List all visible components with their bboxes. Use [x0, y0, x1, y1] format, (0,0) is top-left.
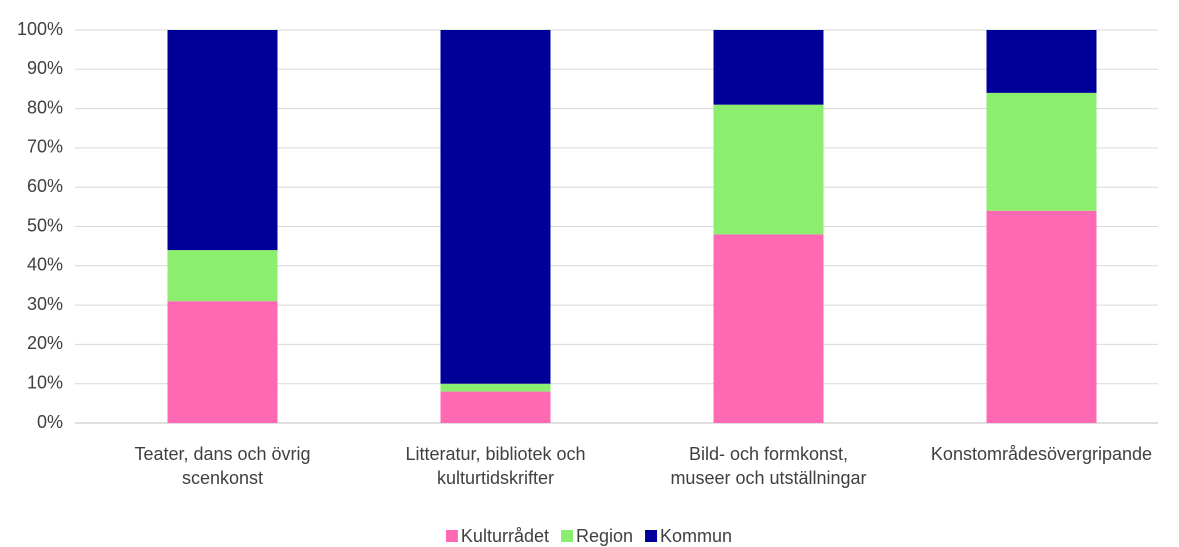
bar-segment: [167, 301, 278, 423]
x-tick-label-line: Teater, dans och övrig: [134, 444, 310, 464]
x-tick-label-line: scenkonst: [182, 468, 263, 488]
x-tick-label: Bild- och formkonst, museer och utställni…: [670, 444, 866, 488]
bar-segment: [440, 383, 551, 392]
legend-swatch: [445, 530, 458, 542]
y-tick-label: 30%: [27, 294, 63, 314]
legend-label: Kommun: [660, 526, 732, 546]
bar-segment: [713, 234, 824, 423]
y-tick-label: 50%: [27, 215, 63, 235]
x-tick-label: Litteratur, bibliotek och kulturtidskrift…: [405, 444, 585, 488]
bar-segment: [167, 250, 278, 302]
legend-label: Kulturrådet: [461, 526, 549, 546]
x-tick-label-line: Konstområdesövergripande: [931, 444, 1152, 464]
y-tick-label: 70%: [27, 137, 63, 157]
bar-segment: [986, 92, 1097, 211]
y-tick-label: 60%: [27, 176, 63, 196]
y-tick-label: 80%: [27, 97, 63, 117]
x-tick-label-line: museer och utställningar: [670, 468, 866, 488]
legend: Kulturrådet Region Kommun: [445, 526, 732, 546]
x-tick-label-line: Bild- och formkonst,: [689, 444, 848, 464]
bar-segment: [713, 30, 824, 105]
y-tick-label: 20%: [27, 333, 63, 353]
y-tick-label: 40%: [27, 255, 63, 275]
bar-segment: [986, 210, 1097, 423]
bar-segment: [713, 104, 824, 235]
y-tick-label: 0%: [37, 412, 63, 432]
y-tick-label: 100%: [17, 19, 63, 39]
legend-label: Region: [576, 526, 633, 546]
bar-segment: [440, 30, 551, 384]
x-tick-label-line: Litteratur, bibliotek och: [405, 444, 585, 464]
bar-segment: [986, 30, 1097, 93]
legend-swatch: [560, 530, 573, 542]
bar-segment: [167, 30, 278, 251]
bar-segment: [440, 391, 551, 423]
x-tick-label-line: kulturtidskrifter: [437, 468, 554, 488]
x-tick-label: Konstområdesövergripande: [931, 444, 1152, 464]
legend-swatch: [645, 530, 658, 542]
y-tick-label: 10%: [27, 372, 63, 392]
x-tick-label: Teater, dans och övrig scenkonst: [134, 444, 310, 488]
y-tick-label: 90%: [27, 58, 63, 78]
